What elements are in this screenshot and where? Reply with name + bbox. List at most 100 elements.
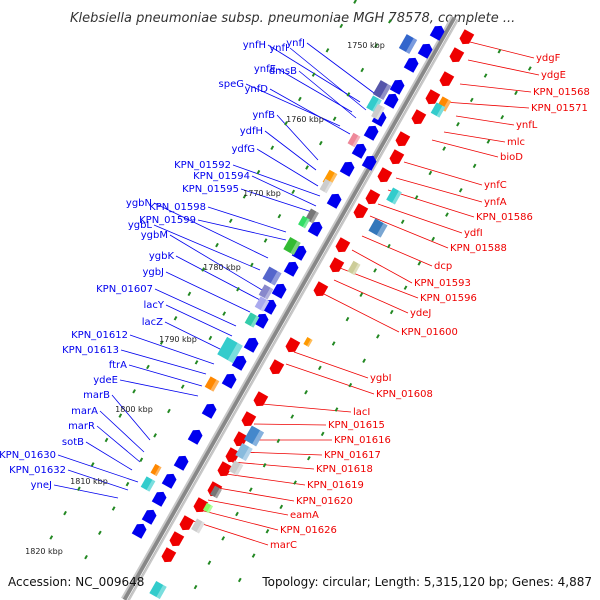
gene-label-reverse: KPN_01616 — [334, 435, 391, 446]
feature-block — [430, 102, 446, 118]
ring-dash — [222, 311, 227, 316]
ring-dash — [353, 0, 357, 4]
reverse-gene-arrow-shape — [169, 531, 185, 547]
connector-line — [153, 224, 261, 271]
connector-line — [175, 255, 261, 301]
ring-dash — [173, 315, 178, 321]
forward-gene-arrow — [429, 25, 445, 41]
connector-line — [240, 188, 319, 215]
forward-gene-arrow-shape — [339, 161, 355, 177]
reverse-gene-arrow-shape — [329, 257, 345, 273]
gene-label-forward: sotB — [62, 437, 84, 448]
forward-gene-arrow — [231, 355, 247, 371]
connector-line — [99, 410, 145, 453]
forward-gene-arrow-shape — [361, 155, 377, 171]
gene-label-forward: KPN_01632 — [9, 465, 66, 476]
connector-line — [57, 454, 139, 483]
forward-gene-arrow — [417, 43, 433, 59]
feature-block — [262, 266, 282, 286]
ring-dash — [84, 554, 88, 560]
connector-line — [67, 469, 129, 491]
forward-gene-arrow-shape — [389, 79, 405, 95]
feature-block-shape — [368, 218, 388, 238]
reverse-gene-arrow-shape — [285, 337, 301, 353]
reverse-gene-arrow — [335, 237, 351, 253]
forward-gene-arrow — [173, 455, 189, 471]
connector-line — [197, 219, 287, 241]
feature-block-shape — [371, 103, 385, 121]
gene-label-forward: KPN_01613 — [62, 345, 119, 356]
feature-block-shine — [207, 505, 214, 514]
gene-label-reverse: KPN_01571 — [531, 103, 588, 114]
ring-dash — [373, 268, 377, 273]
gene-label-forward: dmsB — [269, 66, 297, 77]
gene-label-reverse: KPN_01615 — [328, 420, 385, 431]
reverse-gene-arrow — [459, 29, 475, 45]
ring-dash — [193, 584, 198, 590]
connector-line — [225, 473, 306, 486]
reverse-gene-arrow-shape — [161, 547, 177, 563]
feature-block-shine — [376, 223, 388, 238]
ring-dash — [305, 165, 309, 170]
backbone-line — [122, 16, 458, 600]
connector-line — [153, 202, 269, 259]
feature-block-shape — [258, 284, 274, 300]
tick-label: 1770 kbp — [243, 189, 281, 198]
feature-block-shine — [242, 446, 253, 462]
gene-label-reverse: KPN_01568 — [533, 87, 590, 98]
feature-block — [371, 103, 385, 121]
reverse-gene-arrow — [439, 71, 455, 87]
connector-line — [276, 114, 319, 161]
feature-block-shape — [150, 463, 162, 477]
feature-block-shine — [436, 105, 446, 118]
feature-block — [243, 425, 265, 447]
gene-label-forward: KPN_01592 — [174, 160, 231, 171]
forward-gene-arrow-shape — [231, 355, 247, 371]
connector-line — [289, 47, 367, 111]
forward-gene-arrow — [363, 125, 379, 141]
ring-dash — [414, 195, 419, 200]
ring-dash — [293, 480, 297, 485]
feature-block-shape — [228, 460, 244, 476]
ring-dash — [458, 188, 463, 193]
feature-block-shape — [243, 425, 265, 447]
connector-line — [129, 334, 215, 365]
connector-line — [165, 271, 251, 313]
forward-gene-arrow-shape — [221, 373, 237, 389]
forward-gene-arrow-shape — [403, 57, 419, 73]
connector-line — [154, 288, 237, 327]
ring-dash — [77, 486, 81, 491]
ring-dash — [291, 189, 296, 195]
forward-gene-arrow — [339, 161, 355, 177]
ring-dash — [125, 481, 130, 487]
ring-dash — [242, 194, 247, 199]
reverse-gene-arrow — [449, 47, 465, 63]
forward-gene-arrow-shape — [151, 491, 167, 507]
feature-block — [372, 80, 392, 100]
backbone — [121, 15, 459, 600]
ring-dash — [49, 535, 54, 540]
reverse-gene-arrow-shape — [217, 461, 233, 477]
feature-block — [254, 296, 270, 312]
ring-dash — [445, 212, 449, 217]
forward-gene-arrow-shape — [131, 523, 147, 539]
connector-line — [269, 88, 351, 135]
connector-line — [85, 441, 133, 471]
reverse-gene-arrow-shape — [459, 29, 475, 45]
ring-dash — [486, 139, 491, 144]
feature-block-shape — [191, 518, 205, 534]
ring-dash — [167, 408, 171, 414]
gene-label-reverse: KPN_01596 — [420, 293, 477, 304]
ring-dash — [270, 145, 275, 150]
gene-label-forward: marR — [68, 421, 95, 432]
forward-gene-arrow — [201, 403, 217, 419]
reverse-gene-arrow-shape — [365, 189, 381, 205]
ring-dash — [237, 577, 242, 583]
feature-block — [298, 215, 310, 229]
gene-label-forward: ynfD — [245, 84, 269, 95]
ring-dash — [153, 433, 157, 438]
reverse-gene-arrow — [225, 447, 241, 463]
forward-gene-arrow-shape — [187, 429, 203, 445]
ring-dash — [139, 457, 144, 462]
connector-line — [169, 234, 263, 291]
